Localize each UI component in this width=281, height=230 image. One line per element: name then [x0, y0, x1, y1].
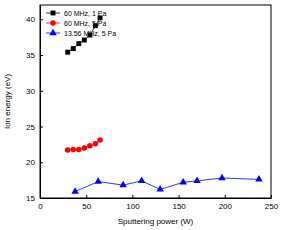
legend-entry: 60 MHz, 1 Pa: [46, 10, 107, 17]
series-point: [156, 185, 163, 191]
series-point: [71, 46, 76, 51]
x-tick-label: 250: [265, 202, 279, 211]
y-tick-label: 40: [26, 15, 35, 24]
legend-marker: [51, 11, 56, 16]
series-point: [93, 141, 99, 147]
y-tick: 25: [26, 123, 43, 132]
x-tick-mark: [132, 195, 133, 198]
series-point: [82, 145, 88, 151]
legend-entry: 60 MHz, 5 Pa: [46, 20, 107, 27]
series-point: [94, 177, 101, 183]
marks: [65, 15, 263, 193]
plot-frame: [40, 5, 271, 198]
x-tick: 150: [172, 195, 186, 211]
series-point: [71, 147, 77, 153]
series-point: [97, 137, 103, 143]
y-tick-label: 35: [26, 51, 35, 60]
x-axis-title: Sputtering power (W): [118, 217, 194, 226]
x-tick-label: 200: [219, 202, 233, 211]
x-tick: 100: [126, 195, 140, 211]
y-tick-mark: [40, 19, 43, 20]
x-tick-mark: [86, 195, 87, 198]
legend-label: 13.56 MHz, 5 Pa: [64, 30, 116, 37]
y-tick-label: 25: [26, 123, 35, 132]
x-tick-label: 50: [82, 202, 91, 211]
x-tick-mark: [225, 195, 226, 198]
y-tick: 35: [26, 51, 43, 60]
series-point: [76, 147, 82, 153]
series-point: [218, 174, 225, 180]
y-tick: 30: [26, 87, 43, 96]
series-point: [119, 181, 126, 187]
series-point: [71, 187, 78, 193]
series-line: [75, 178, 259, 192]
x-tick-mark: [179, 195, 180, 198]
series-point: [76, 41, 81, 46]
y-tick-label: 20: [26, 158, 35, 167]
series-point: [65, 147, 71, 153]
y-tick-mark: [40, 91, 43, 92]
x-tick-label: 0: [38, 202, 43, 211]
legend: 60 MHz, 1 Pa 60 MHz, 5 Pa 13.56 MHz, 5 Pa: [46, 10, 116, 37]
y-tick: 40: [26, 15, 43, 24]
series-point: [255, 175, 262, 181]
series-point: [82, 38, 87, 43]
x-tick: 250: [265, 195, 279, 211]
series-point: [87, 143, 93, 149]
x-tick-label: 100: [126, 202, 140, 211]
y-tick-mark: [40, 55, 43, 56]
legend-label: 60 MHz, 1 Pa: [64, 10, 107, 17]
legend-label: 60 MHz, 5 Pa: [64, 20, 107, 27]
y-tick: 20: [26, 158, 43, 167]
plot: 05010015020025015202530354060 MHz, 1 Pa6…: [26, 5, 279, 211]
series-point: [193, 177, 200, 183]
series-point: [65, 50, 70, 55]
y-tick-mark: [40, 162, 43, 163]
y-tick-label: 30: [26, 87, 35, 96]
series-point: [138, 177, 145, 183]
x-tick: 200: [219, 195, 233, 211]
x-axis-line: [41, 198, 272, 199]
legend-marker: [49, 29, 56, 35]
y-tick-mark: [40, 198, 43, 199]
x-tick-label: 150: [172, 202, 186, 211]
x-tick-mark: [271, 195, 272, 198]
series-point: [179, 178, 186, 184]
y-axis: 15 20 25 30 35 40: [26, 6, 43, 204]
legend-marker: [50, 20, 56, 26]
y-axis-title: Ion energy (eV): [3, 74, 12, 129]
x-tick: 50: [82, 195, 91, 211]
y-tick-mark: [40, 127, 43, 128]
y-axis-line: [40, 6, 41, 199]
chart: 05010015020025015202530354060 MHz, 1 Pa6…: [0, 0, 281, 230]
legend-entry: 13.56 MHz, 5 Pa: [46, 29, 116, 37]
x-axis: 0 50 100 150 200 250: [38, 195, 278, 211]
y-tick-label: 15: [26, 194, 35, 203]
y-tick: 15: [26, 194, 43, 203]
